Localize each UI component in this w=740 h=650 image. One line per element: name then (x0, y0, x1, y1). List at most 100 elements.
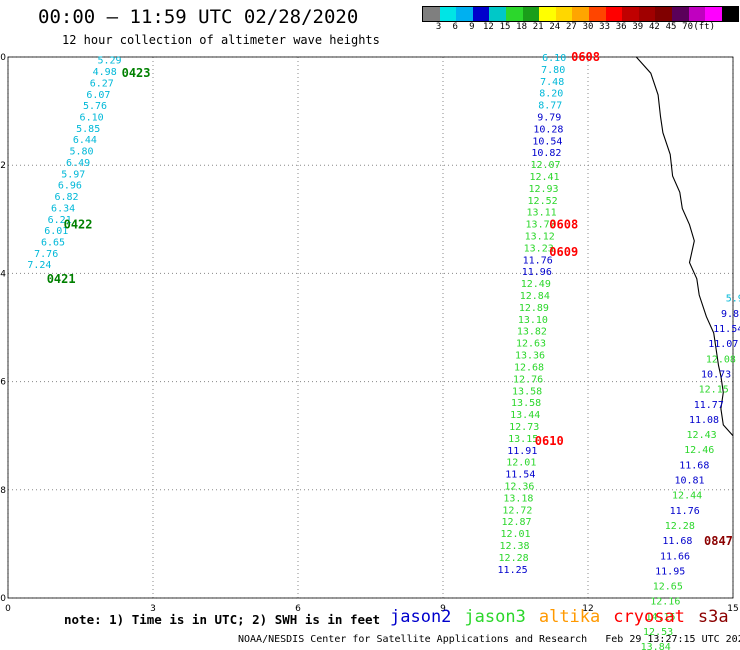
wave-height-value: 13.84 (641, 642, 671, 650)
wave-height-value: 13.82 (517, 327, 547, 338)
wave-height-value: 11.91 (507, 446, 537, 457)
wave-height-value: 12.65 (653, 582, 683, 593)
wave-height-value: 12.46 (684, 445, 714, 456)
color-scale-label: (ft) (693, 22, 716, 32)
color-scale-label: 24 (549, 22, 561, 32)
pass-label: 0423 (122, 66, 151, 80)
wave-height-value: 5.29 (97, 56, 121, 67)
wave-height-value: 6.49 (66, 158, 90, 169)
wave-height-value: 10.73 (701, 370, 731, 381)
x-tick-label: 3 (150, 604, 156, 614)
wave-height-value: 13.15 (508, 434, 538, 445)
wave-height-value: 11.95 (655, 566, 685, 577)
wave-height-value: 12.93 (528, 184, 558, 195)
wave-height-value: 4.98 (93, 67, 117, 78)
x-tick-label: 15 (727, 604, 738, 614)
wave-height-value: 12.52 (528, 196, 558, 207)
map-frame (7, 56, 734, 599)
wave-height-value: 11.07 (708, 339, 738, 350)
color-scale-label: 45 (665, 22, 677, 32)
wave-height-value: 12.38 (499, 541, 529, 552)
wave-height-value: 14.15 (645, 612, 675, 623)
color-scale-swatch (472, 7, 490, 21)
wave-height-value: 12.15 (699, 385, 729, 396)
wave-height-value: 8.20 (539, 89, 563, 100)
wave-height-value: 11.08 (689, 415, 719, 426)
wave-height-value: 11.76 (670, 506, 700, 517)
wave-height-value: 5.80 (69, 147, 93, 158)
wave-height-value: 6.01 (44, 226, 68, 237)
wave-height-value: 12.63 (516, 339, 546, 350)
wave-height-value: 5.90 (726, 294, 740, 305)
wave-height-value: 12.89 (519, 303, 549, 314)
y-tick-label: -22 (0, 161, 6, 171)
wave-height-value: 7.24 (27, 260, 51, 271)
wave-height-value: 11.25 (498, 565, 528, 576)
y-tick-label: -26 (0, 378, 6, 388)
coastline (635, 56, 734, 437)
wave-height-values: 5.294.986.276.075.766.105.856.445.806.49… (27, 53, 740, 650)
wave-height-value: 12.41 (529, 172, 559, 183)
y-tick-label: -20 (0, 53, 6, 63)
footer-note: note: 1) Time is in UTC; 2) SWH is in fe… (64, 612, 381, 627)
wave-height-value: 12.73 (509, 422, 539, 433)
wave-height-value: 10.28 (533, 124, 563, 135)
wave-height-value: 13.58 (511, 398, 541, 409)
color-scale-label: 21 (532, 22, 544, 32)
wave-height-value: 13.44 (510, 410, 540, 421)
wave-height-value: 7.80 (541, 65, 565, 76)
wave-height-value: 7.76 (34, 249, 58, 260)
satellite-legend: jason2 jason3 altika cryosat s3a (390, 607, 740, 627)
wave-height-value: 13.23 (524, 243, 554, 254)
wave-height-value: 13.11 (527, 208, 557, 219)
color-scale-swatch (588, 7, 606, 21)
wave-height-value: 6.27 (90, 78, 114, 89)
wave-height-value: 6.21 (48, 215, 72, 226)
pass-label: 0422 (64, 218, 93, 232)
color-scale-swatch (505, 7, 523, 21)
wave-height-value: 6.44 (73, 135, 97, 146)
color-scale-swatch (688, 7, 706, 21)
color-scale-swatch (555, 7, 573, 21)
color-scale-swatch (638, 7, 656, 21)
color-scale-swatch (489, 7, 506, 21)
wave-height-value: 11.68 (662, 536, 692, 547)
wave-height-value: 12.28 (499, 553, 529, 564)
color-scale-swatch (439, 7, 457, 21)
color-scale-label: 6 (452, 22, 458, 32)
color-scale-label: 18 (516, 22, 528, 32)
wave-height-value: 12.07 (530, 160, 560, 171)
pass-label: 0608 (549, 218, 578, 232)
wave-height-value: 11.54 (713, 324, 740, 335)
wave-height-value: 13.58 (512, 386, 542, 397)
wave-height-value: 9.79 (537, 113, 561, 124)
color-scale-label: 30 (582, 22, 594, 32)
wave-height-value: 6.10 (542, 53, 566, 64)
color-scale-label: 3 (435, 22, 442, 32)
wave-height-value: 11.77 (694, 400, 724, 411)
wave-height-value: 10.54 (532, 136, 562, 147)
wave-height-value: 11.96 (522, 267, 552, 278)
wave-height-value: 6.10 (80, 113, 104, 124)
wave-height-value: 10.82 (531, 148, 561, 159)
wave-height-value: 13.36 (515, 351, 545, 362)
wave-height-value: 13.18 (503, 493, 533, 504)
wave-height-value: 6.34 (51, 203, 75, 214)
wave-height-value: 5.76 (83, 101, 107, 112)
wave-height-value: 12.08 (706, 354, 736, 365)
pass-label: 0847 (704, 534, 733, 548)
color-scale-label: 42 (648, 22, 660, 32)
wave-height-value: 12.01 (500, 529, 530, 540)
wave-height-value: 5.97 (61, 169, 85, 180)
wave-height-value: 12.76 (513, 374, 543, 385)
color-scale-swatch (522, 7, 540, 21)
color-scale-swatch (671, 7, 689, 21)
color-scale-label: 15 (499, 22, 511, 32)
wave-height-value: 13.12 (525, 232, 555, 243)
color-scale-swatch (721, 7, 739, 21)
wave-height-value: 12.16 (650, 597, 680, 608)
wave-height-value: 12.49 (521, 279, 551, 290)
x-tick-label: 0 (5, 604, 11, 614)
wave-height-value: 12.68 (514, 363, 544, 374)
